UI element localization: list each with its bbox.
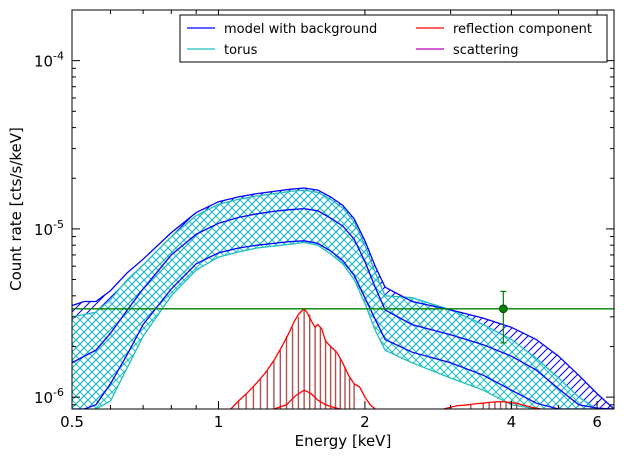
reflection-upper-line (230, 307, 376, 409)
x-tick-label: 0.5 (60, 413, 84, 431)
y-tick-label: 10-4 (34, 50, 64, 71)
x-tick-label: 2 (360, 413, 370, 431)
model-lower-line (72, 240, 614, 409)
legend-label-reflection: reflection component (453, 22, 592, 37)
axis-ticks: 0.5 1 2 4 6 10-6 10-5 10-4 (34, 10, 614, 431)
plot-area (72, 187, 614, 409)
legend-label-torus: torus (224, 43, 258, 58)
legend: model with background torus reflection c… (179, 14, 608, 63)
legend-label-scattering: scattering (453, 43, 519, 58)
data-point-marker (498, 304, 508, 314)
plot-frame (71, 9, 615, 410)
y-tick-label: 10-6 (34, 386, 64, 407)
x-tick-label: 6 (592, 413, 602, 431)
y-axis-label: Count rate [cts/s/keV] (7, 127, 25, 291)
model-upper-line (72, 187, 614, 409)
x-tick-label: 1 (214, 413, 224, 431)
reflection-tail-line (443, 400, 542, 409)
legend-label-model: model with background (224, 22, 377, 37)
torus-band-fill (72, 190, 598, 409)
y-tick-label: 10-5 (34, 218, 64, 239)
x-tick-label: 4 (507, 413, 517, 431)
legend-box (179, 14, 608, 63)
reflection-lower-line (273, 389, 341, 409)
torus-upper-line (72, 189, 598, 409)
torus-lower-line (72, 241, 598, 409)
model-mid-line (72, 207, 614, 409)
x-axis-label: Energy [keV] (295, 432, 392, 450)
